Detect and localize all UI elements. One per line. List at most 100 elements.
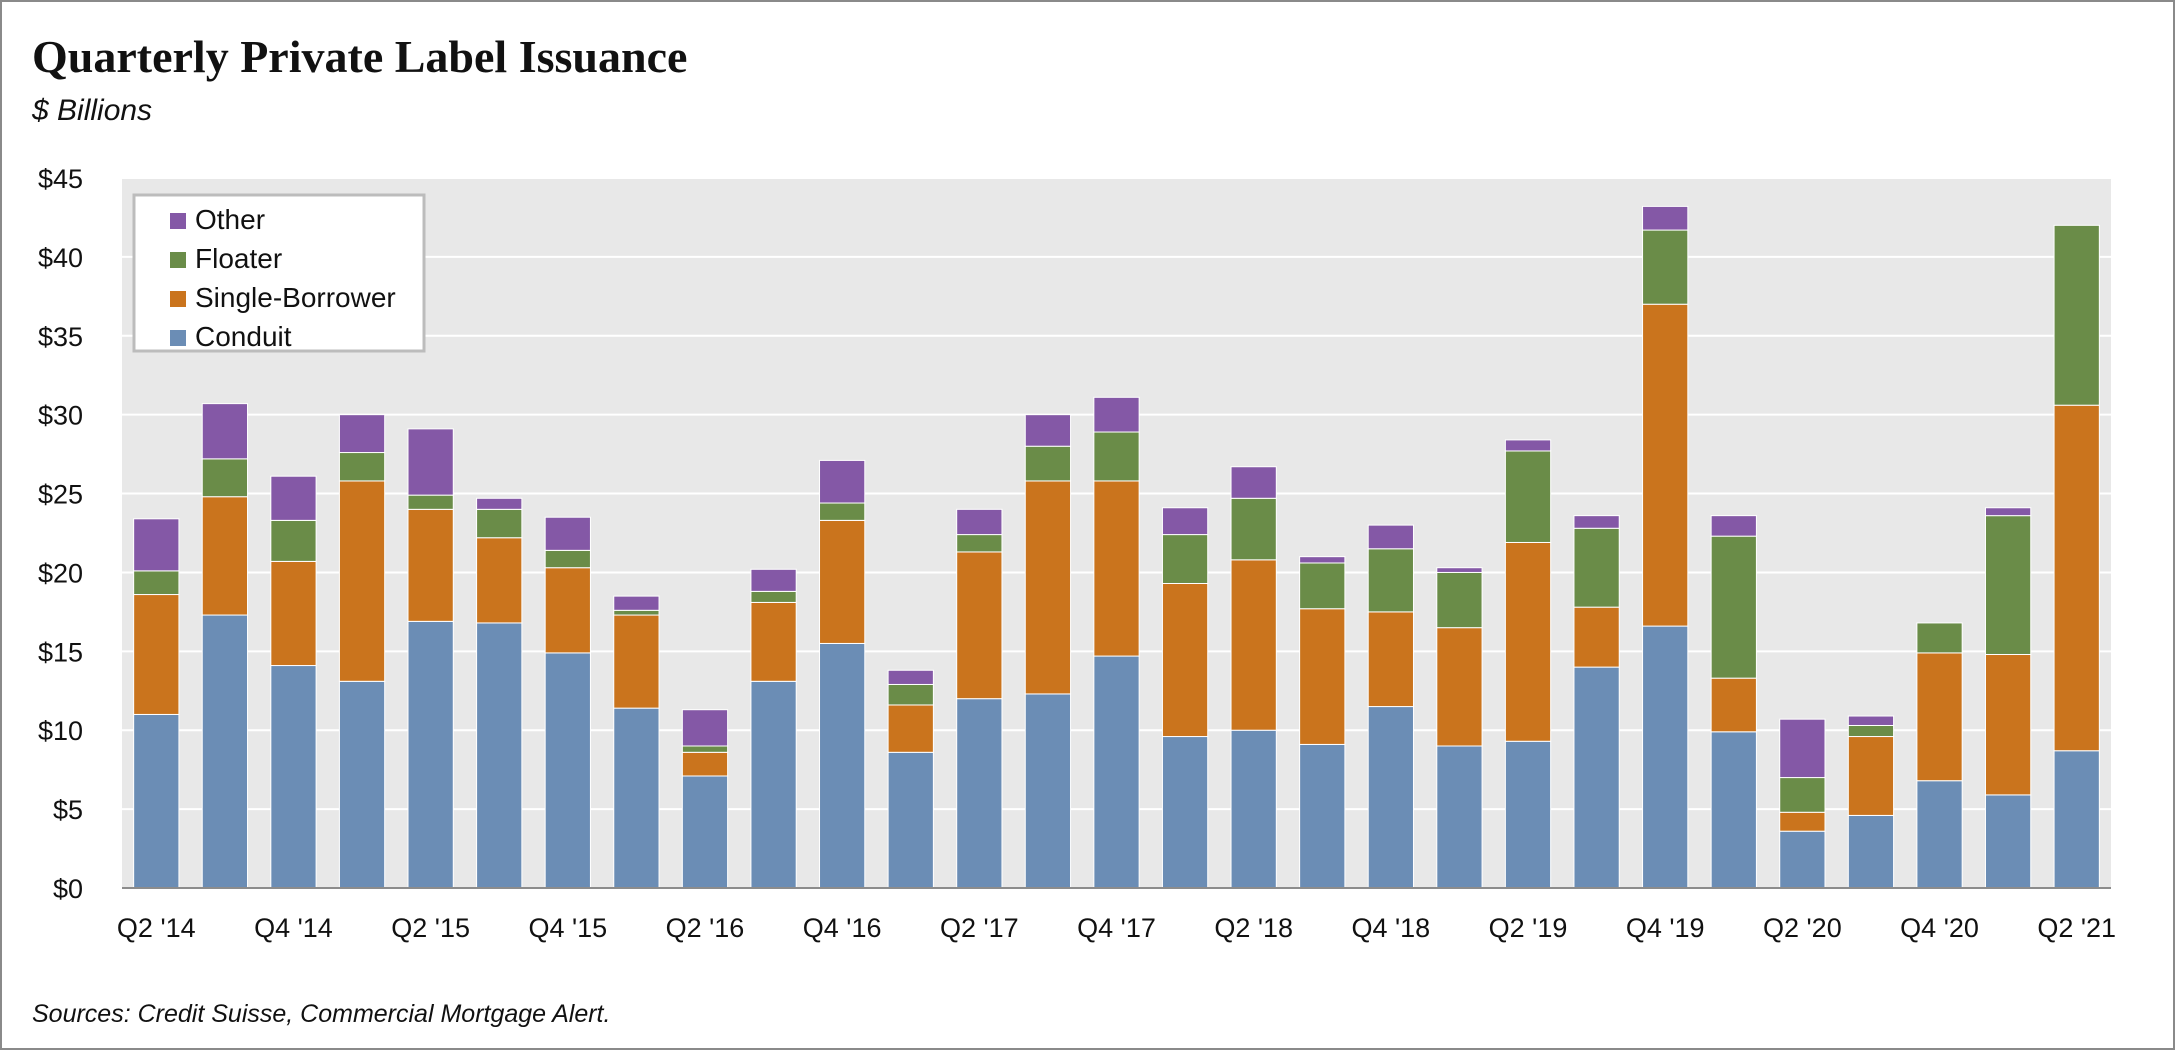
bar-segment-conduit: [338, 680, 386, 889]
bar-stack: [1436, 567, 1483, 889]
bar-segment-floater: [544, 549, 591, 569]
bar-stack: [1161, 507, 1209, 889]
bar-segment-conduit: [201, 614, 249, 889]
source-note: Sources: Credit Suisse, Commercial Mortg…: [32, 1000, 611, 1028]
bar-segment-other: [201, 403, 249, 460]
bar-segment-single-borrower: [613, 614, 660, 709]
bar-segment-other: [681, 709, 729, 747]
bar-segment-conduit: [956, 698, 1003, 889]
bar-segment-floater: [1573, 527, 1620, 608]
x-tick-label: Q4 '18: [1351, 913, 1430, 943]
bar-segment-other: [1847, 715, 1895, 726]
bar-stack: [1299, 556, 1346, 889]
bar-segment-floater: [1024, 445, 1072, 482]
bar-segment-floater: [1504, 450, 1552, 543]
bar-segment-other: [544, 516, 591, 551]
y-tick-label: $45: [38, 164, 83, 194]
bar-segment-conduit: [407, 620, 454, 889]
bar-stack: [750, 568, 797, 889]
bar-stack: [544, 516, 591, 889]
bar-segment-single-borrower: [887, 704, 934, 753]
y-axis-ticks: $0 $5 $10 $15 $20 $25 $30 $35 $40 $45: [38, 164, 83, 904]
legend-swatch: [170, 291, 186, 307]
legend-swatch: [170, 330, 186, 346]
bar-segment-other: [338, 414, 386, 454]
bar-stack: [1779, 718, 1826, 889]
bar-segment-conduit: [1024, 693, 1072, 889]
bar-segment-single-borrower: [544, 567, 591, 654]
bar-segment-other: [750, 568, 797, 592]
x-tick-label: Q2 '15: [391, 913, 470, 943]
bar-segment-single-borrower: [1436, 627, 1483, 747]
bar-segment-other: [887, 669, 934, 685]
bar-stack: [1642, 205, 1689, 889]
bar-stack: [681, 709, 729, 889]
legend-label: Other: [195, 204, 265, 235]
bar-segment-single-borrower: [750, 601, 797, 682]
x-tick-label: Q4 '20: [1900, 913, 1979, 943]
bar-segment-single-borrower: [1367, 611, 1414, 708]
bar-segment-conduit: [2053, 750, 2100, 889]
bar-segment-other: [1573, 515, 1620, 529]
bar-stack: [956, 508, 1003, 889]
y-tick-label: $25: [38, 480, 83, 510]
bar-segment-conduit: [1642, 625, 1689, 889]
y-tick-label: $15: [38, 637, 83, 667]
bar-stack: [407, 428, 454, 889]
y-tick-label: $35: [38, 322, 83, 352]
bar-segment-conduit: [476, 622, 523, 889]
bar-segment-conduit: [1161, 736, 1209, 889]
bar-segment-conduit: [1299, 743, 1346, 889]
bar-stack: [1710, 515, 1757, 889]
legend: Other Floater Single-Borrower Conduit: [132, 193, 426, 353]
bar-segment-other: [133, 518, 180, 572]
bar-segment-floater: [133, 570, 180, 596]
x-tick-label: Q4 '17: [1077, 913, 1156, 943]
bar-segment-conduit: [1436, 745, 1483, 889]
bar-segment-floater: [1642, 229, 1689, 305]
bar-segment-other: [1504, 439, 1552, 452]
bar-segment-floater: [1847, 724, 1895, 738]
bar-segment-conduit: [681, 775, 729, 889]
bar-segment-conduit: [750, 680, 797, 889]
bar-segment-other: [1642, 205, 1689, 231]
bar-segment-floater: [887, 683, 934, 706]
bar-segment-floater: [1710, 535, 1757, 679]
bar-segment-other: [270, 475, 317, 521]
bar-segment-single-borrower: [133, 594, 180, 715]
bar-stack: [1916, 622, 1963, 889]
bar-segment-other: [1093, 396, 1140, 433]
bar-segment-single-borrower: [270, 560, 317, 667]
bar-segment-single-borrower: [1642, 303, 1689, 627]
bar-segment-conduit: [544, 652, 591, 889]
bar-segment-floater: [1299, 562, 1346, 610]
bar-segment-conduit: [1710, 731, 1757, 889]
x-axis-ticks: Q2 '14 Q4 '14 Q2 '15 Q4 '15 Q2 '16 Q4 '16 Q2 '…: [117, 913, 2116, 943]
bar-segment-floater: [681, 745, 729, 753]
bar-segment-floater: [201, 458, 249, 498]
y-tick-label: $10: [38, 716, 83, 746]
legend-label: Conduit: [195, 321, 292, 352]
chart-subtitle: $ Billions: [32, 94, 153, 127]
y-tick-label: $20: [38, 558, 83, 588]
bar-segment-floater: [1436, 571, 1483, 629]
bar-segment-floater: [1093, 431, 1140, 482]
y-tick-label: $30: [38, 401, 83, 431]
chart-title: Quarterly Private Label Issuance: [32, 31, 688, 82]
bar-segment-other: [1230, 466, 1277, 499]
bar-stack: [2053, 224, 2100, 889]
bar-segment-single-borrower: [819, 519, 866, 644]
y-tick-label: $5: [53, 795, 83, 825]
bar-stack: [887, 669, 934, 889]
bar-segment-single-borrower: [1573, 606, 1620, 668]
x-tick-label: Q2 '18: [1214, 913, 1293, 943]
bar-segment-conduit: [133, 713, 180, 889]
bar-segment-floater: [2053, 224, 2100, 406]
x-tick-label: Q4 '14: [254, 913, 333, 943]
bar-segment-other: [476, 497, 523, 510]
x-tick-label: Q4 '19: [1626, 913, 1705, 943]
bar-segment-floater: [338, 452, 386, 482]
bar-segment-conduit: [1847, 814, 1895, 889]
bar-segment-floater: [956, 534, 1003, 553]
bar-segment-single-borrower: [681, 751, 729, 777]
